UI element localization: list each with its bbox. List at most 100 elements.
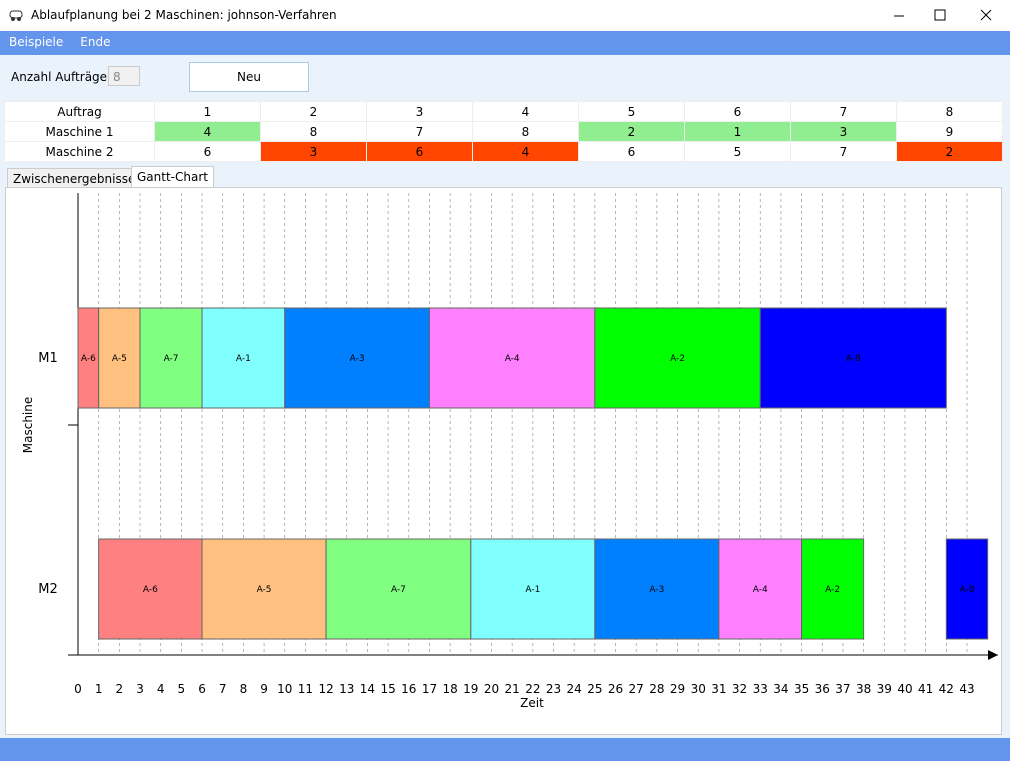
task-bar	[718, 538, 803, 640]
task-label: A-3	[649, 585, 664, 595]
x-tick-label: 38	[856, 682, 871, 696]
status-bar	[0, 738, 1010, 761]
x-tick-label: 16	[401, 682, 416, 696]
cell: 7	[790, 141, 897, 162]
task-label: A-3	[350, 354, 365, 364]
x-tick-label: 15	[380, 682, 395, 696]
x-tick-label: 3	[136, 682, 144, 696]
header-cell: 8	[896, 101, 1003, 122]
task-label: A-8	[846, 354, 861, 364]
x-tick-label: 36	[815, 682, 830, 696]
table-row: Auftrag 1 2 3 4 5 6 7 8	[4, 101, 1003, 122]
task-bar	[801, 538, 865, 640]
x-tick-label: 2	[116, 682, 124, 696]
cell: 5	[684, 141, 791, 162]
header-cell: 5	[578, 101, 685, 122]
header-cell: Auftrag	[4, 101, 155, 122]
cell: 7	[366, 121, 473, 142]
task-label: A-5	[257, 585, 272, 595]
tab[interactable]: Zwischenergebnisse	[7, 168, 142, 188]
x-tick-label: 1	[95, 682, 103, 696]
task-bar	[470, 538, 596, 640]
task-label: A-5	[112, 354, 127, 364]
row-label: Maschine 1	[4, 121, 155, 142]
cell: 2	[896, 141, 1003, 162]
x-tick-label: 37	[835, 682, 850, 696]
menu-bar: Beispiele Ende	[0, 31, 1010, 55]
x-tick-label: 24	[567, 682, 582, 696]
task-bar	[325, 538, 472, 640]
x-tick-label: 11	[298, 682, 313, 696]
x-axis-label: Zeit	[520, 696, 544, 710]
task-label: A-7	[391, 585, 406, 595]
x-tick-label: 40	[897, 682, 912, 696]
x-tick-label: 13	[339, 682, 354, 696]
x-tick-label: 39	[877, 682, 892, 696]
task-label: A-2	[670, 354, 685, 364]
x-tick-label: 41	[918, 682, 933, 696]
window-controls[interactable]	[880, 0, 1010, 31]
task-bar	[428, 307, 596, 409]
cell: 4	[472, 141, 579, 162]
x-tick-label: 14	[360, 682, 375, 696]
cell: 3	[260, 141, 367, 162]
x-tick-label: 34	[773, 682, 788, 696]
x-tick-label: 35	[794, 682, 809, 696]
count-input[interactable]: 8	[108, 66, 140, 86]
x-tick-label: 30	[691, 682, 706, 696]
task-label: A-4	[753, 585, 768, 595]
header-cell: 2	[260, 101, 367, 122]
row-label: Maschine 2	[4, 141, 155, 162]
menu-item[interactable]: Ende	[80, 35, 111, 49]
tab-panel	[5, 187, 1002, 735]
task-bar	[759, 307, 947, 409]
count-label: Anzahl Aufträge:	[11, 70, 112, 84]
task-bar	[98, 307, 141, 409]
header-cell: 1	[154, 101, 261, 122]
header-cell: 4	[472, 101, 579, 122]
gantt-chart: 0 1 2 3 4 5 6 7 8 9 10 11 12 13 14 15 16 17 18 19 20 21 22 23 24…	[21, 193, 998, 710]
x-tick-label: 7	[219, 682, 227, 696]
x-tick-label: 18	[442, 682, 457, 696]
cell: 6	[366, 141, 473, 162]
x-tick-label: 4	[157, 682, 165, 696]
menu-item[interactable]: Beispiele	[9, 35, 64, 49]
cell: 6	[578, 141, 685, 162]
new-button[interactable]: Neu	[189, 62, 309, 92]
app-icon	[9, 10, 23, 21]
x-tick-label: 43	[959, 682, 974, 696]
x-tick-label: 33	[753, 682, 768, 696]
x-tick-label: 8	[240, 682, 248, 696]
x-tick-label: 31	[711, 682, 726, 696]
cell: 9	[896, 121, 1003, 142]
x-tick-label: 27	[629, 682, 644, 696]
cell: 3	[790, 121, 897, 142]
task-label: A-6	[143, 585, 158, 595]
x-tick-label: 9	[260, 682, 268, 696]
window-title: Ablaufplanung bei 2 Maschinen: johnson-V…	[31, 8, 337, 22]
cell: 6	[154, 141, 261, 162]
x-tick-label: 28	[649, 682, 664, 696]
header-cell: 3	[366, 101, 473, 122]
header-cell: 6	[684, 101, 791, 122]
y-axis-label: Maschine	[21, 397, 35, 453]
x-tick-label: 25	[587, 682, 602, 696]
tab-active[interactable]: Gantt-Chart	[131, 166, 214, 188]
task-bar	[201, 307, 286, 409]
y-tick-label: M2	[38, 582, 58, 597]
task-bar	[139, 307, 203, 409]
x-tick-label: 20	[484, 682, 499, 696]
x-tick-label: 21	[505, 682, 520, 696]
x-tick-label: 17	[422, 682, 437, 696]
cell: 4	[154, 121, 261, 142]
task-label: A-1	[236, 354, 251, 364]
y-tick-label: M1	[38, 351, 58, 366]
cell: 8	[260, 121, 367, 142]
task-label: A-6	[81, 354, 96, 364]
cell: 8	[472, 121, 579, 142]
task-bar	[98, 538, 203, 640]
x-tick-label: 0	[74, 682, 82, 696]
task-label: A-7	[164, 354, 179, 364]
